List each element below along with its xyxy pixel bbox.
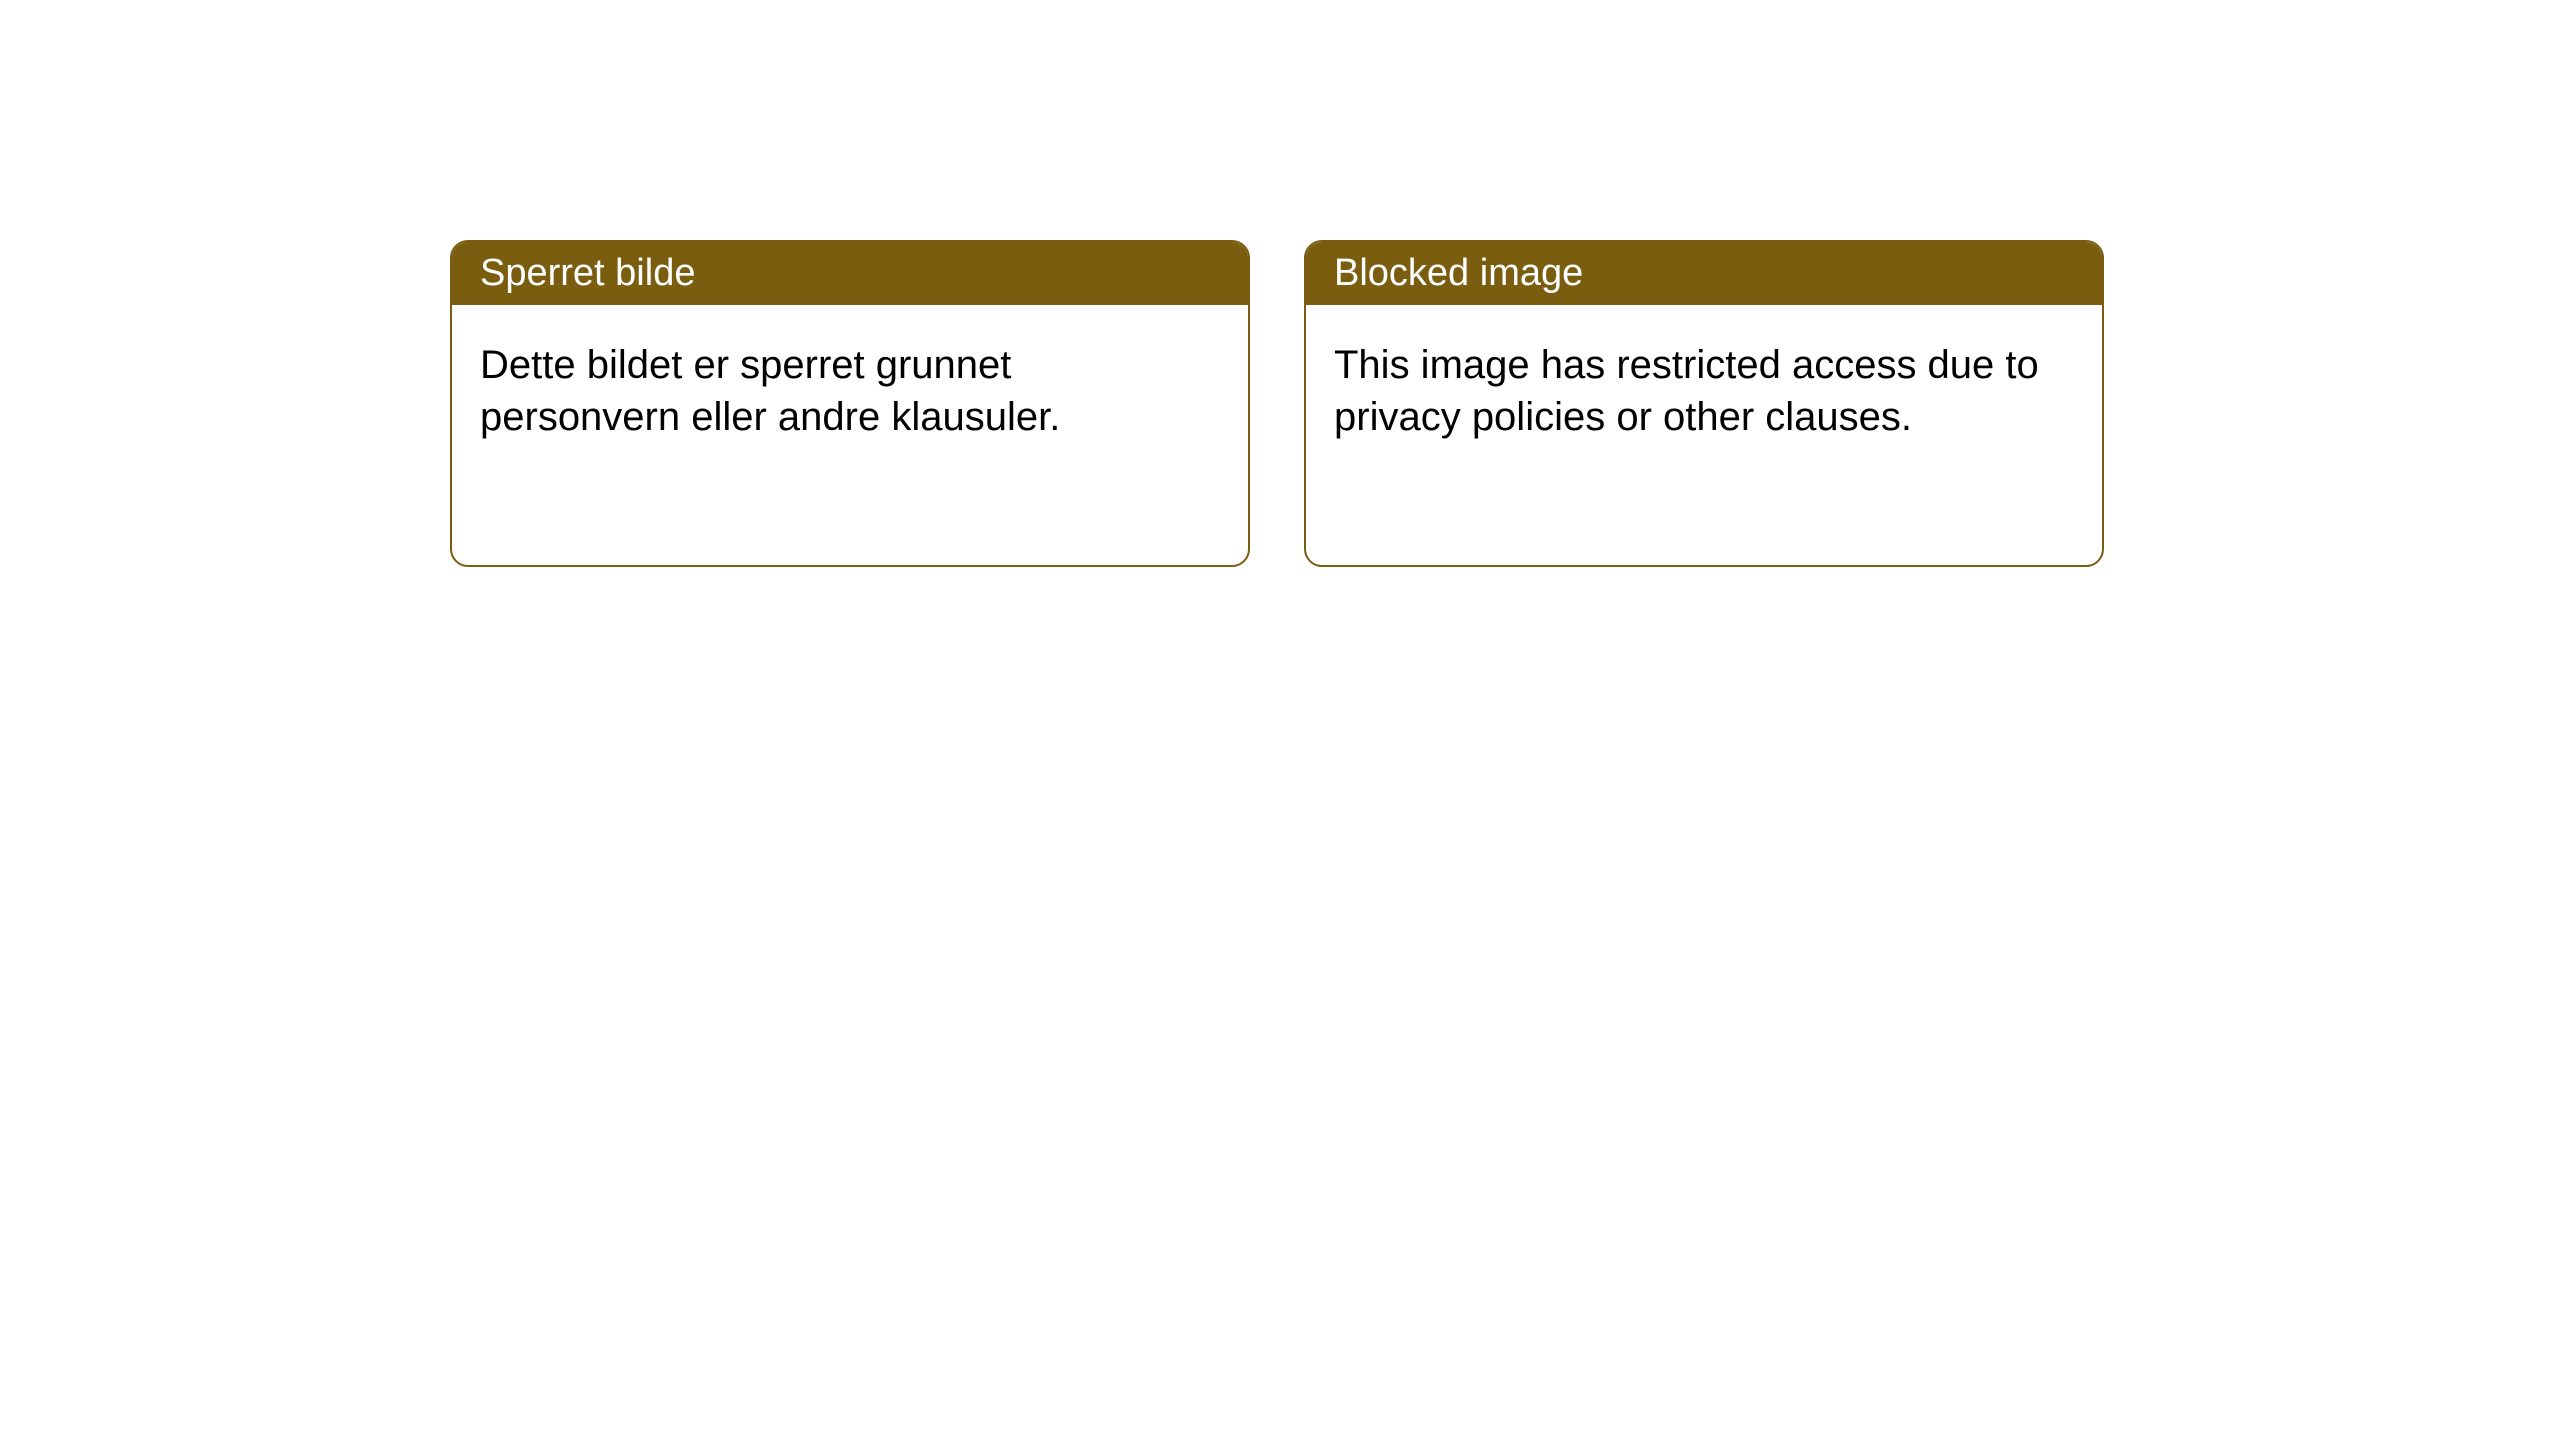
notice-container: Sperret bilde Dette bildet er sperret gr… [450,240,2104,567]
card-header: Blocked image [1306,242,2102,305]
card-title: Blocked image [1334,252,1583,294]
card-title: Sperret bilde [480,252,695,294]
card-header: Sperret bilde [452,242,1248,305]
notice-card-norwegian: Sperret bilde Dette bildet er sperret gr… [450,240,1250,567]
card-message: This image has restricted access due to … [1334,343,2039,439]
notice-card-english: Blocked image This image has restricted … [1304,240,2104,567]
card-body: This image has restricted access due to … [1306,305,2102,565]
card-body: Dette bildet er sperret grunnet personve… [452,305,1248,565]
card-message: Dette bildet er sperret grunnet personve… [480,343,1060,439]
